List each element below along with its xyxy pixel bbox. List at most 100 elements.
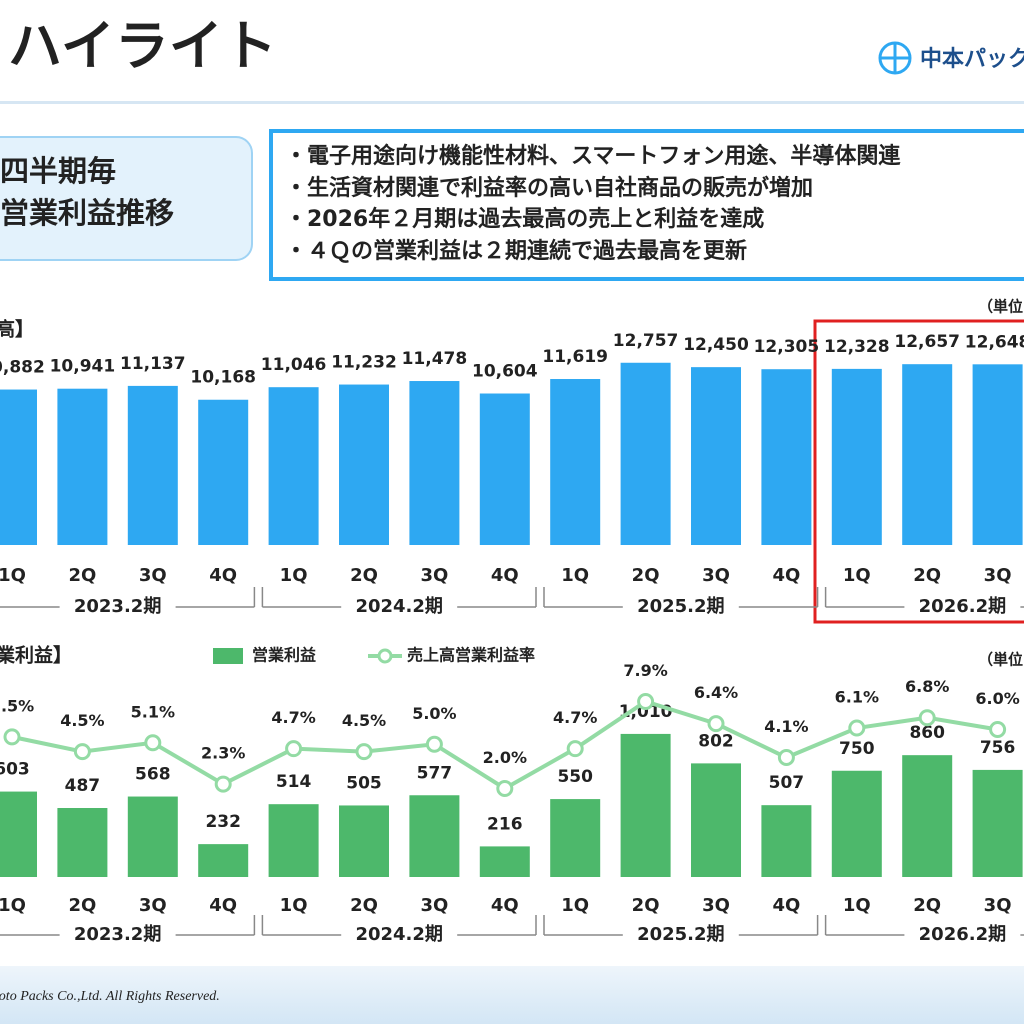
summary-box	[269, 129, 1024, 281]
data-label: 4.1%	[764, 717, 808, 736]
line-point	[214, 775, 232, 793]
x-tick-label: 4Q	[772, 895, 800, 916]
slide-title: ハイライト	[8, 15, 277, 78]
x-tick-label: 1Q	[561, 895, 589, 916]
bar	[831, 770, 882, 877]
bar	[198, 844, 249, 877]
x-tick-label: 2Q	[350, 565, 378, 586]
x-tick-label: 1Q	[0, 895, 26, 916]
bar	[550, 379, 601, 545]
line-point	[73, 743, 91, 761]
data-label: 12,305	[754, 337, 820, 357]
bar	[620, 362, 671, 545]
data-label: 2.3%	[201, 744, 245, 763]
bar	[127, 385, 178, 545]
data-label: 802	[698, 731, 734, 751]
bar	[761, 369, 812, 545]
x-tick-label: 2Q	[913, 895, 941, 916]
x-tick-label: 3Q	[420, 565, 448, 586]
x-tick-label: 2Q	[913, 565, 941, 586]
bar	[902, 364, 953, 545]
x-tick-label: 2Q	[632, 895, 660, 916]
copyright: © Nakamoto Packs Co.,Ltd. All Rights Res…	[0, 989, 220, 1004]
data-label: 505	[346, 773, 382, 793]
x-tick-label: 4Q	[209, 895, 237, 916]
data-label: 7.9%	[623, 661, 667, 680]
unit-label: （単位	[978, 651, 1023, 669]
data-label: 12,450	[683, 335, 749, 355]
x-tick-label: 2Q	[68, 895, 96, 916]
bar	[198, 399, 249, 545]
data-label: 10,604	[472, 362, 538, 382]
data-label: 4.5%	[60, 711, 104, 730]
legend-swatch	[213, 648, 243, 664]
data-label: 11,046	[261, 355, 327, 375]
bar	[268, 804, 319, 877]
line-point	[918, 709, 936, 727]
bar	[550, 799, 601, 877]
bar	[57, 388, 108, 545]
line-point	[989, 721, 1007, 738]
data-label: 10,882	[0, 358, 45, 378]
line-point	[777, 749, 795, 767]
x-tick-label: 3Q	[702, 565, 730, 586]
bar	[409, 795, 460, 877]
data-label: 860	[909, 723, 945, 743]
x-tick-label: 4Q	[772, 565, 800, 586]
line-point	[3, 728, 21, 746]
data-label: 11,619	[542, 347, 608, 367]
data-label: 550	[557, 767, 593, 787]
bullet: ・生活資材関連で利益率の高い自社商品の販売が増加	[285, 175, 813, 201]
label-line: 四半期毎	[0, 154, 116, 188]
bar	[761, 805, 812, 877]
data-label: 12,648	[965, 332, 1024, 352]
data-label: 4.5%	[342, 711, 386, 730]
bar	[268, 387, 319, 545]
x-tick-label: 2Q	[68, 565, 96, 586]
x-tick-label: 4Q	[491, 895, 519, 916]
data-label: 6.0%	[975, 689, 1019, 708]
line-point	[496, 780, 514, 797]
logo-text: 中本パック	[920, 47, 1024, 72]
bar	[57, 808, 108, 877]
label-line: 営業利益推移	[0, 196, 174, 230]
data-label: 514	[276, 772, 312, 792]
data-label: 5.1%	[131, 702, 175, 721]
x-tick-label: 4Q	[209, 565, 237, 586]
group-label: 2025.2期	[637, 596, 724, 617]
data-label: 216	[487, 814, 523, 834]
data-label: 11,232	[331, 353, 397, 373]
bar	[0, 791, 37, 877]
line-point	[637, 692, 655, 710]
bar	[831, 368, 882, 545]
data-label: 10,168	[190, 368, 256, 388]
line-point	[566, 740, 584, 758]
data-label: 4.7%	[271, 708, 315, 727]
x-tick-label: 1Q	[843, 565, 871, 586]
x-tick-label: 3Q	[139, 895, 167, 916]
bullet: ・2026年２月期は過去最高の売上と利益を達成	[285, 206, 764, 232]
x-tick-label: 1Q	[0, 565, 26, 586]
chart-title: 高】	[0, 318, 34, 341]
line-point	[848, 719, 866, 737]
data-label: 12,657	[894, 332, 960, 352]
group-label: 2024.2期	[355, 924, 442, 945]
bar	[902, 755, 953, 877]
data-label: 12,757	[613, 331, 679, 351]
header-rule	[0, 101, 1024, 104]
bar	[691, 367, 741, 545]
charts: 高】 （単位 1Q 2Q 3Q 4Q 1Q 2Q 3Q 4Q 1Q 2Q 3Q 4Q 1Q 2Q 3Q 2023.…	[0, 298, 1024, 945]
legend-swatch	[377, 648, 393, 664]
data-label: 756	[980, 738, 1016, 758]
data-label: 11,137	[120, 354, 186, 374]
data-label: 507	[769, 773, 805, 793]
x-tick-label: 3Q	[984, 565, 1012, 586]
x-tick-label: 4Q	[491, 565, 519, 586]
data-label: 12,328	[824, 337, 890, 357]
data-label: 10,941	[50, 357, 116, 377]
group-label: 2025.2期	[637, 924, 724, 945]
unit-label: （単位	[978, 298, 1023, 316]
data-label: 6.8%	[905, 677, 949, 696]
